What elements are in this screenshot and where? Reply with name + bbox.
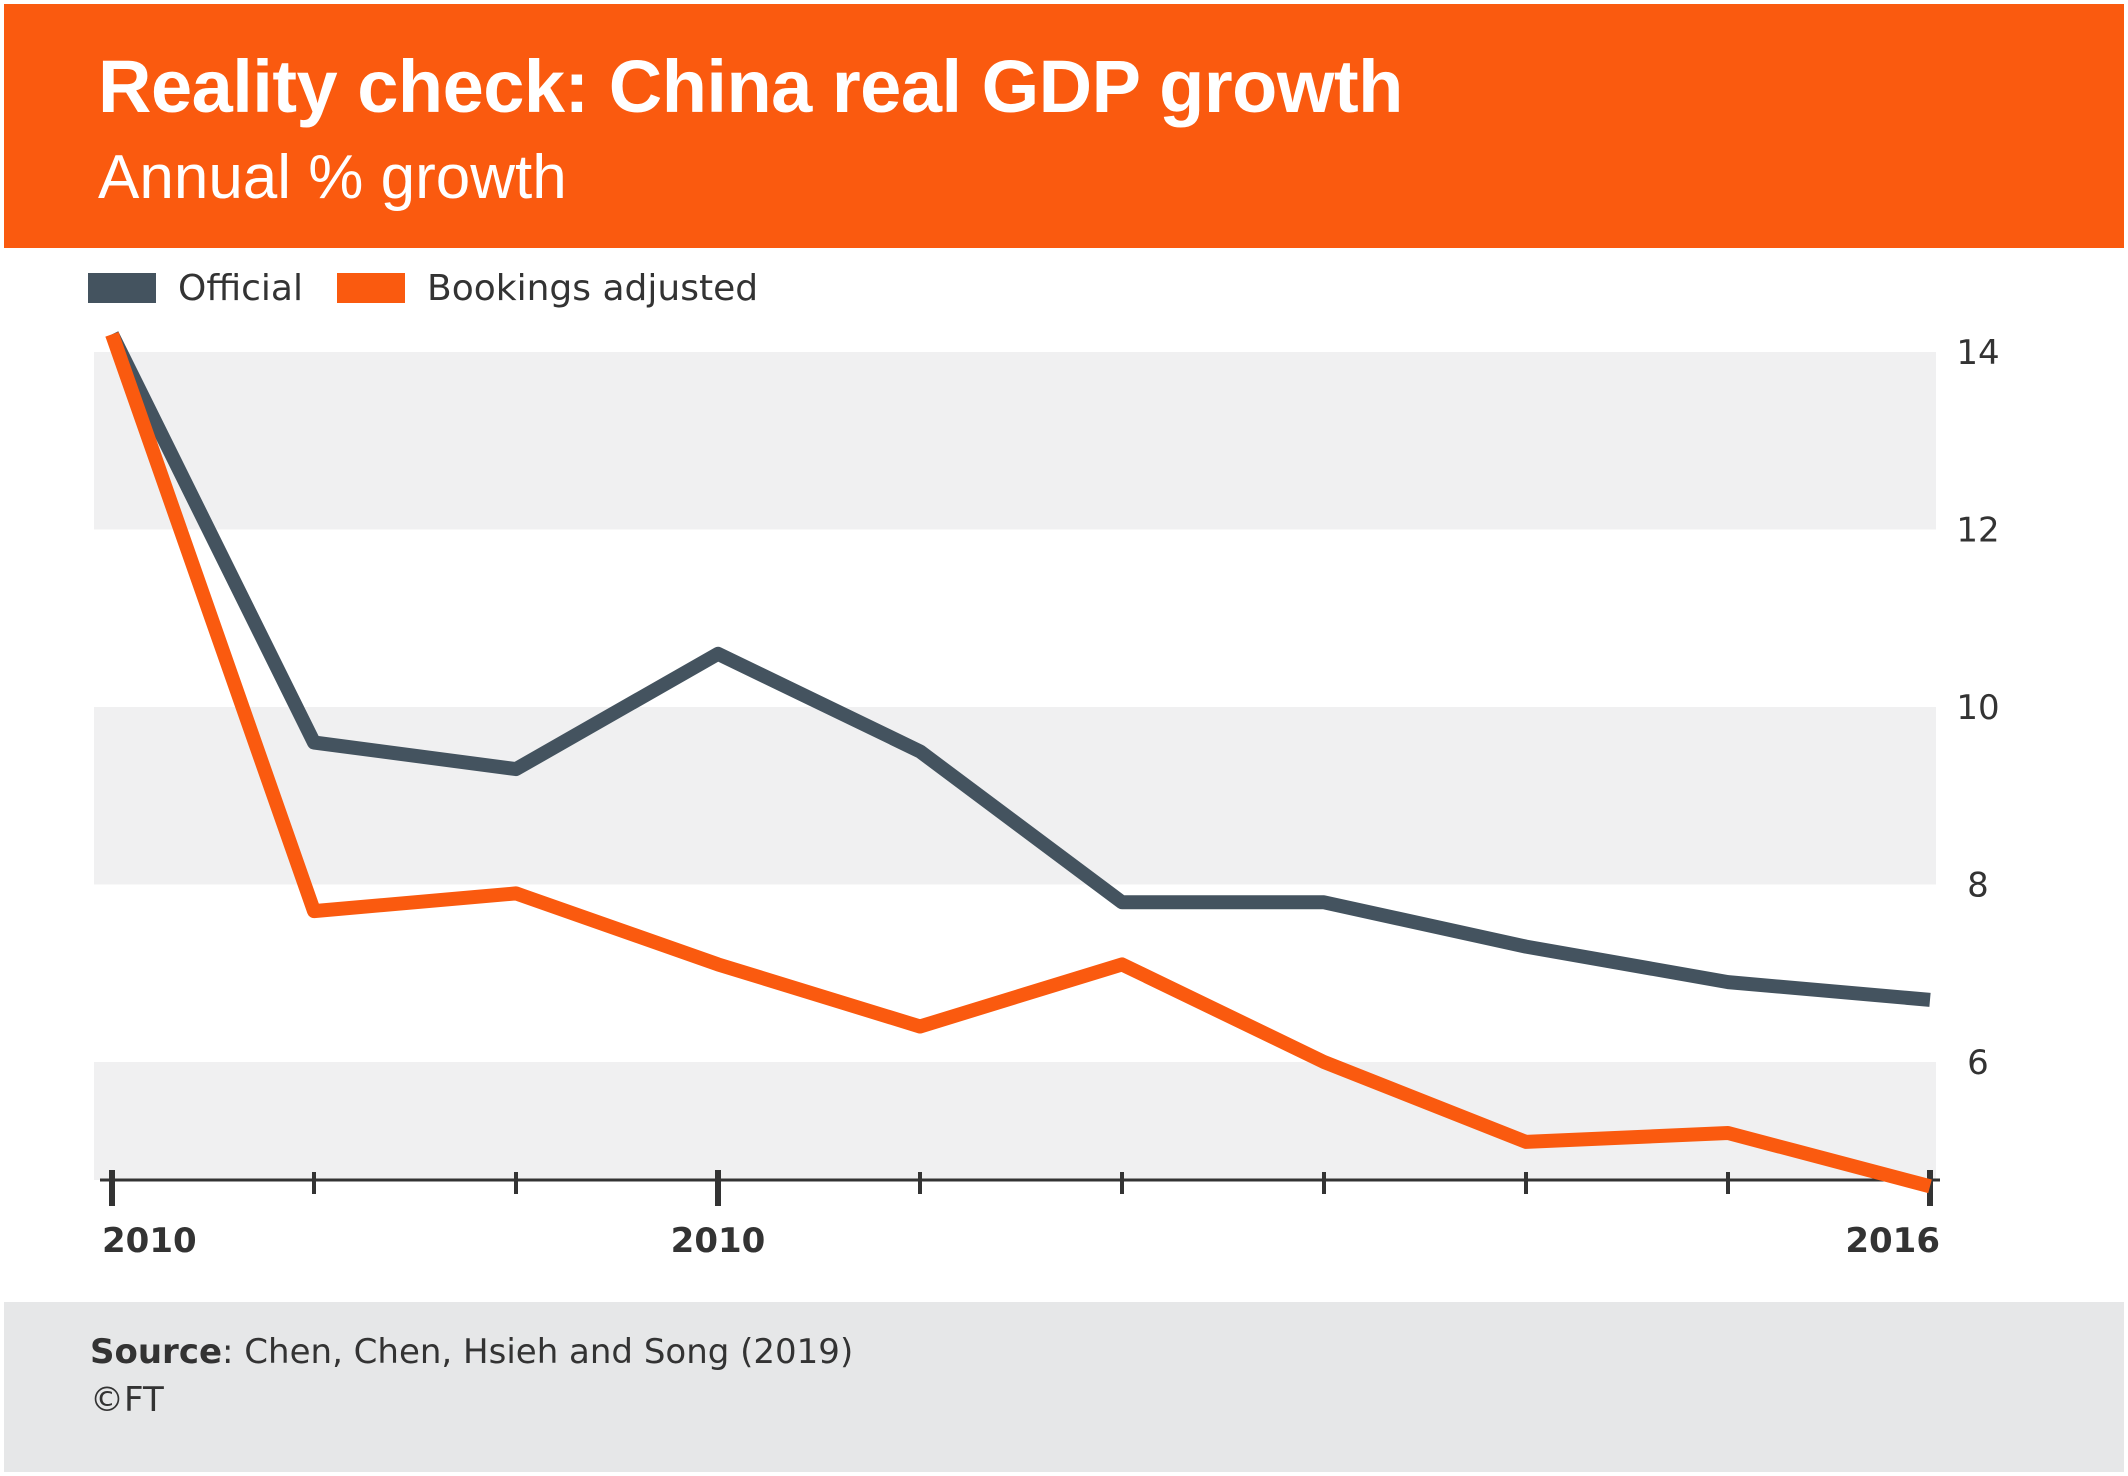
chart-subtitle: Annual % growth xyxy=(98,143,567,212)
source-note: Source: Chen, Chen, Hsieh and Song (2019… xyxy=(90,1332,853,1372)
series-line-official xyxy=(105,331,1931,1007)
y-axis: 6 8 10 12 14 xyxy=(1956,333,1999,1083)
grid-band xyxy=(94,352,1936,530)
chart-legend: Official Bookings adjusted xyxy=(88,266,792,310)
y-tick-label: 10 xyxy=(1956,688,1999,728)
legend-item-bookings-adjusted: Bookings adjusted xyxy=(337,268,758,309)
grid-band xyxy=(94,1062,1936,1180)
series-line-bookings-adjusted xyxy=(105,331,1932,1194)
source-text: : Chen, Chen, Hsieh and Song (2019) xyxy=(222,1332,854,1372)
y-tick-label: 12 xyxy=(1956,511,1999,551)
chart-header: Reality check: China real GDP growth Ann… xyxy=(4,4,2124,248)
source-label: Source xyxy=(90,1332,223,1372)
legend-swatch-official xyxy=(88,273,156,303)
legend-swatch-bookings-adjusted xyxy=(337,273,405,303)
series-lines xyxy=(105,331,1932,1194)
line-chart: 6 8 10 12 14 2010 2010 2016 xyxy=(94,331,2000,1261)
y-tick-label: 6 xyxy=(1967,1043,1989,1083)
x-tick-label: 2010 xyxy=(102,1221,197,1261)
chart-footer: Source: Chen, Chen, Hsieh and Song (2019… xyxy=(4,1302,2124,1472)
y-tick-label: 14 xyxy=(1956,333,1999,373)
grid-band xyxy=(94,707,1936,885)
grid-bands xyxy=(94,352,1936,1180)
x-tick-label: 2010 xyxy=(671,1221,766,1261)
legend-label-official: Official xyxy=(178,267,303,309)
legend-item-official: Official xyxy=(88,268,303,309)
y-tick-label: 8 xyxy=(1967,866,1989,906)
x-tick-label: 2016 xyxy=(1845,1221,1940,1261)
legend-label-bookings-adjusted: Bookings adjusted xyxy=(427,267,759,309)
copyright-note: ©FT xyxy=(90,1380,164,1420)
x-axis: 2010 2010 2016 xyxy=(100,1170,1940,1261)
chart-title: Reality check: China real GDP growth xyxy=(98,45,1403,128)
